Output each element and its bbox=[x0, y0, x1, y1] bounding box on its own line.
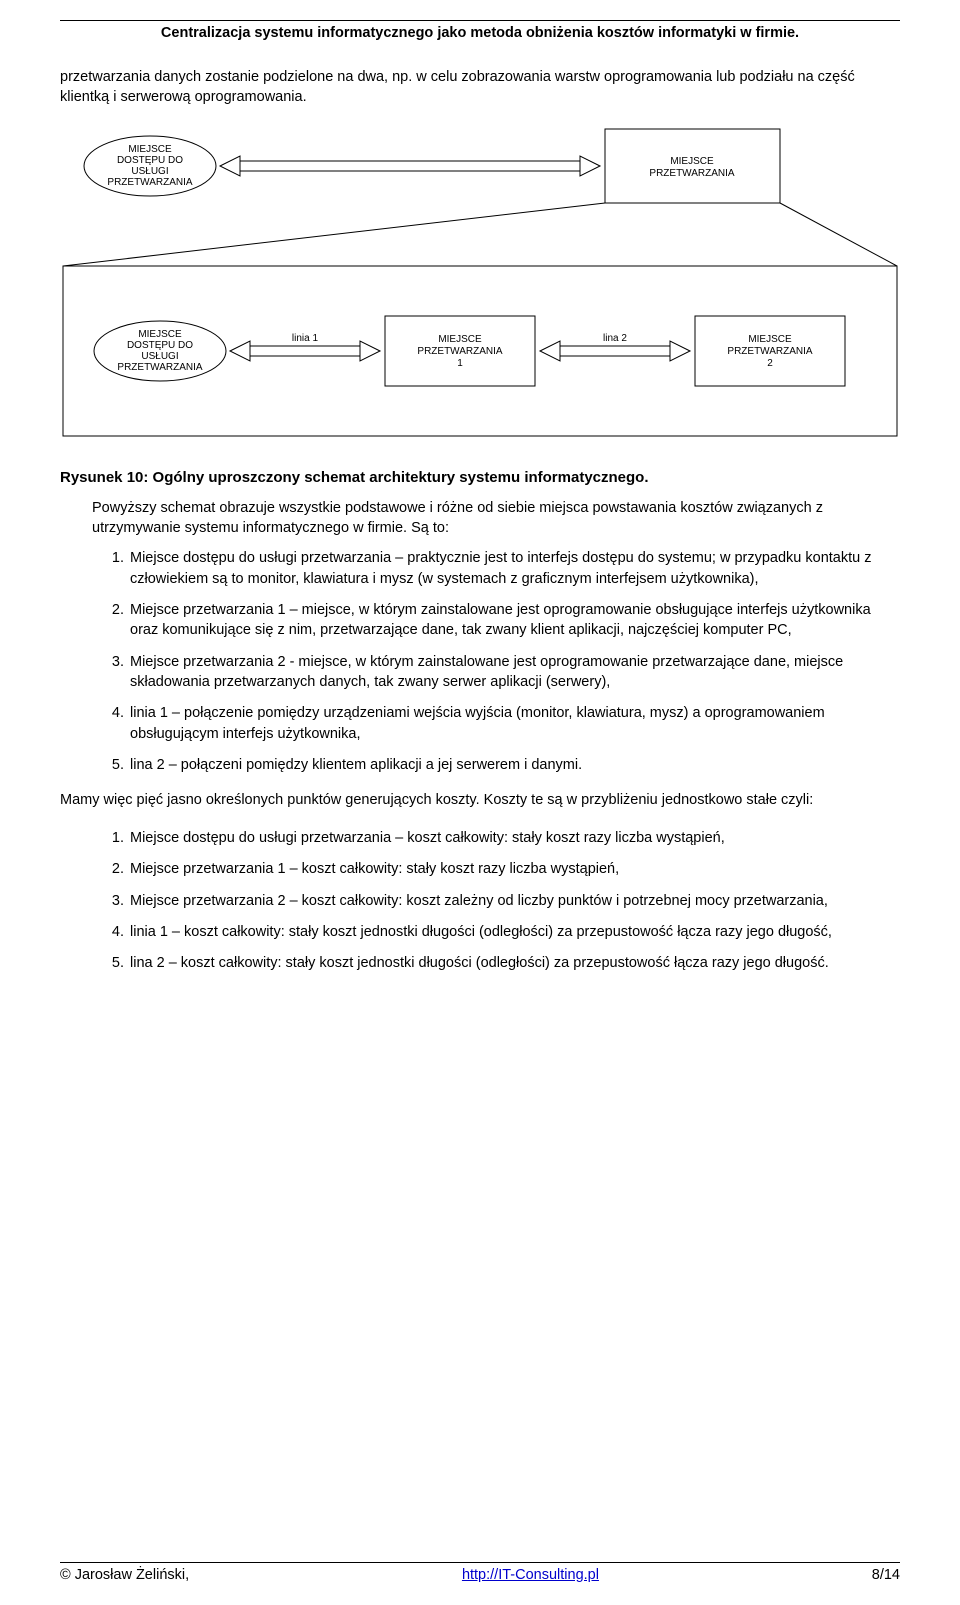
svg-text:DOSTĘPU DO: DOSTĘPU DO bbox=[117, 155, 183, 166]
svg-text:DOSTĘPU DO: DOSTĘPU DO bbox=[127, 340, 193, 351]
list-item: linia 1 – połączenie pomiędzy urządzenia… bbox=[128, 703, 900, 744]
svg-text:PRZETWARZANIA: PRZETWARZANIA bbox=[727, 346, 813, 357]
list-item: lina 2 – koszt całkowity: stały koszt je… bbox=[128, 953, 900, 973]
diagram-proc1: MIEJSCE PRZETWARZANIA 1 bbox=[385, 316, 535, 386]
diagram-access-top: MIEJSCE DOSTĘPU DO USŁUGI PRZETWARZANIA bbox=[84, 136, 216, 196]
svg-text:USŁUGI: USŁUGI bbox=[141, 351, 178, 362]
footer-page-number: 8/14 bbox=[872, 1567, 900, 1583]
page-title: Centralizacja systemu informatycznego ja… bbox=[60, 25, 900, 41]
cost-points-list: Miejsce dostępu do usługi przetwarzania … bbox=[60, 548, 900, 775]
diagram-projection-left bbox=[63, 203, 605, 266]
svg-text:PRZETWARZANIA: PRZETWARZANIA bbox=[117, 362, 203, 373]
footer-rule bbox=[60, 1562, 900, 1563]
diagram-label-linia1: linia 1 bbox=[292, 333, 319, 344]
svg-text:MIEJSCE: MIEJSCE bbox=[438, 334, 482, 345]
list-item: Miejsce dostępu do usługi przetwarzania … bbox=[128, 548, 900, 589]
page-footer: © Jarosław Żeliński, http://IT-Consultin… bbox=[60, 1562, 900, 1583]
diagram-projection-right bbox=[780, 203, 897, 266]
page: Centralizacja systemu informatycznego ja… bbox=[0, 0, 960, 1605]
architecture-diagram: MIEJSCE DOSTĘPU DO USŁUGI PRZETWARZANIA … bbox=[60, 126, 900, 446]
header-rule bbox=[60, 20, 900, 21]
diagram-proc-top: MIEJSCE PRZETWARZANIA bbox=[605, 129, 780, 203]
diagram-proc2: MIEJSCE PRZETWARZANIA 2 bbox=[695, 316, 845, 386]
diagram-arrow-linia1 bbox=[230, 341, 380, 361]
list-item: Miejsce przetwarzania 2 - miejsce, w któ… bbox=[128, 652, 900, 693]
diagram-arrow-lina2 bbox=[540, 341, 690, 361]
svg-text:USŁUGI: USŁUGI bbox=[131, 166, 168, 177]
list-item: lina 2 – połączeni pomiędzy klientem apl… bbox=[128, 755, 900, 775]
list-item: Miejsce dostępu do usługi przetwarzania … bbox=[128, 828, 900, 848]
svg-text:1: 1 bbox=[457, 358, 463, 369]
description-paragraph: Powyższy schemat obrazuje wszystkie pods… bbox=[92, 498, 900, 539]
list-item: Miejsce przetwarzania 1 – koszt całkowit… bbox=[128, 859, 900, 879]
svg-text:2: 2 bbox=[767, 358, 773, 369]
svg-text:PRZETWARZANIA: PRZETWARZANIA bbox=[417, 346, 503, 357]
intro-paragraph: przetwarzania danych zostanie podzielone… bbox=[60, 67, 900, 108]
figure-caption: Rysunek 10: Ogólny uproszczony schemat a… bbox=[60, 468, 900, 488]
footer-author: © Jarosław Żeliński, bbox=[60, 1567, 189, 1583]
svg-text:PRZETWARZANIA: PRZETWARZANIA bbox=[107, 177, 193, 188]
list-item: linia 1 – koszt całkowity: stały koszt j… bbox=[128, 922, 900, 942]
svg-text:MIEJSCE: MIEJSCE bbox=[138, 329, 182, 340]
list-item: Miejsce przetwarzania 1 – miejsce, w któ… bbox=[128, 600, 900, 641]
svg-text:MIEJSCE: MIEJSCE bbox=[748, 334, 792, 345]
costs-intro-paragraph: Mamy więc pięć jasno określonych punktów… bbox=[60, 790, 900, 810]
cost-breakdown-list: Miejsce dostępu do usługi przetwarzania … bbox=[60, 828, 900, 973]
footer-link[interactable]: http://IT-Consulting.pl bbox=[462, 1567, 599, 1583]
list-item: Miejsce przetwarzania 2 – koszt całkowit… bbox=[128, 891, 900, 911]
svg-text:MIEJSCE: MIEJSCE bbox=[670, 156, 714, 167]
diagram-access-bottom: MIEJSCE DOSTĘPU DO USŁUGI PRZETWARZANIA bbox=[94, 321, 226, 381]
diagram-label-lina2: lina 2 bbox=[603, 333, 627, 344]
svg-text:MIEJSCE: MIEJSCE bbox=[128, 144, 172, 155]
svg-text:PRZETWARZANIA: PRZETWARZANIA bbox=[649, 168, 735, 179]
diagram-arrow-top bbox=[220, 156, 600, 176]
